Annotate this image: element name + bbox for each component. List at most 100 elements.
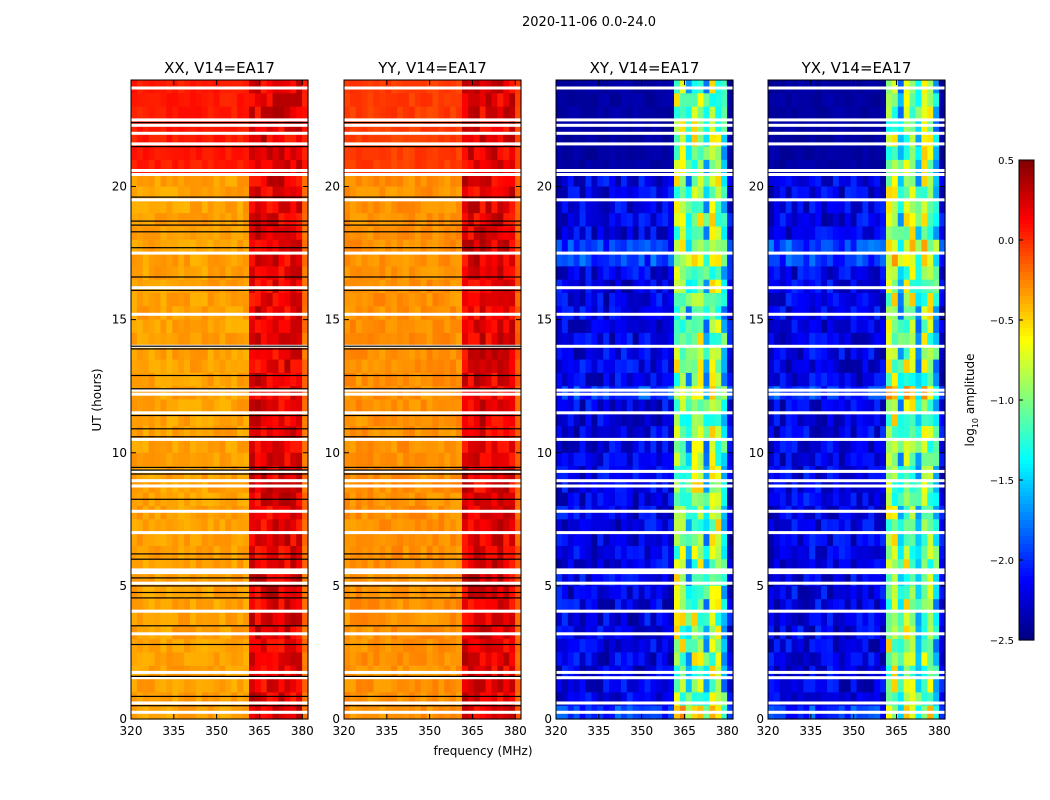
heatmap-cell (674, 612, 681, 627)
flag-row-white (131, 131, 308, 135)
heatmap-cell (561, 426, 569, 441)
heatmap-cell (249, 506, 256, 520)
heatmap-cell (679, 213, 687, 228)
heatmap-cell (154, 293, 162, 307)
heatmap-cell (638, 612, 646, 627)
heatmap-cell (195, 399, 203, 414)
heatmap-cell (190, 213, 197, 228)
heatmap-cell (432, 106, 439, 121)
heatmap-cell (373, 679, 380, 693)
heatmap-cell (656, 146, 663, 161)
flag-row-white (556, 581, 733, 585)
heatmap-cell (585, 133, 592, 148)
heatmap-cell (385, 319, 392, 334)
heatmap-cell (709, 466, 716, 480)
heatmap-cell (225, 319, 232, 334)
flag-row-white (131, 581, 308, 585)
heatmap-cell (148, 159, 156, 174)
heatmap-cell (703, 199, 710, 214)
heatmap-cell (721, 506, 728, 520)
heatmap-cell (178, 612, 185, 627)
heatmap-cell (201, 173, 209, 188)
heatmap-cell (503, 106, 510, 121)
heatmap-cell (727, 106, 734, 121)
heatmap-cell (438, 599, 445, 614)
heatmap-cell (190, 426, 197, 441)
heatmap-cell (679, 599, 687, 614)
heatmap-cell (662, 253, 669, 267)
heatmap-cell (620, 359, 628, 374)
heatmap-cell (385, 133, 392, 148)
heatmap-cell (284, 399, 291, 414)
heatmap-cell (573, 412, 581, 427)
heatmap-cell (213, 239, 221, 254)
heatmap-cell (797, 253, 804, 267)
heatmap-cell (685, 173, 693, 188)
heatmap-cell (715, 133, 722, 148)
heatmap-cell (603, 679, 610, 693)
heatmap-cell (426, 439, 434, 454)
heatmap-cell (779, 239, 787, 254)
heatmap-cell (768, 93, 775, 108)
heatmap-cell (703, 146, 710, 161)
heatmap-cell (674, 519, 681, 534)
heatmap-cell (178, 545, 185, 560)
heatmap-cell (195, 266, 203, 281)
heatmap-cell (874, 226, 881, 241)
panel-frame (130, 79, 309, 720)
heatmap-cell (349, 439, 357, 454)
heatmap-cell (184, 239, 191, 254)
heatmap-cell (414, 106, 422, 121)
heatmap-cell (862, 146, 869, 161)
heatmap-cell (260, 426, 268, 441)
heatmap-cell (432, 466, 439, 480)
heatmap-cell (254, 359, 262, 374)
heatmap-cell (462, 519, 469, 534)
flag-row-white (556, 568, 733, 572)
heatmap-cell (797, 266, 804, 281)
flag-row-white (344, 411, 521, 415)
heatmap-cell (567, 519, 575, 534)
heatmap-cell (497, 293, 504, 307)
heatmap-cell (868, 226, 875, 241)
heatmap-cell (886, 186, 893, 201)
heatmap-cell (579, 359, 587, 374)
heatmap-cell (278, 506, 285, 520)
heatmap-cell (254, 199, 262, 214)
heatmap-cell (709, 559, 716, 574)
heatmap-cell (391, 359, 398, 374)
heatmap-cell (420, 106, 428, 121)
heatmap-cell (615, 612, 622, 627)
heatmap-cell (927, 173, 934, 188)
heatmap-cell (497, 199, 504, 214)
x-tick-label: 335 (587, 724, 610, 738)
heatmap-cell (933, 186, 940, 201)
heatmap-cell (556, 332, 563, 347)
heatmap-cell (668, 186, 675, 201)
heatmap-cell (668, 679, 675, 693)
heatmap-cell (668, 106, 675, 121)
heatmap-cell (450, 412, 457, 427)
heatmap-cell (266, 519, 274, 534)
heatmap-cell (862, 133, 869, 148)
heatmap-cell (603, 412, 610, 427)
heatmap-cell (573, 439, 581, 454)
heatmap-cell (225, 679, 232, 693)
heatmap-cell (691, 266, 699, 281)
heatmap-cell (674, 466, 681, 480)
heatmap-cell (779, 106, 787, 121)
heatmap-cell (408, 426, 416, 441)
heatmap-cell (491, 439, 498, 454)
heatmap-cell (785, 133, 793, 148)
heatmap-cell (278, 692, 285, 707)
heatmap-cell (691, 199, 699, 214)
heatmap-cell (485, 359, 493, 374)
heatmap-cell (515, 293, 522, 307)
heatmap-cell (597, 519, 604, 534)
heatmap-cell (172, 506, 179, 520)
heatmap-cell (603, 506, 610, 520)
heatmap-cell (408, 652, 416, 667)
heatmap-cell (473, 106, 481, 121)
heatmap-cell (219, 293, 226, 307)
heatmap-cell (420, 346, 428, 361)
